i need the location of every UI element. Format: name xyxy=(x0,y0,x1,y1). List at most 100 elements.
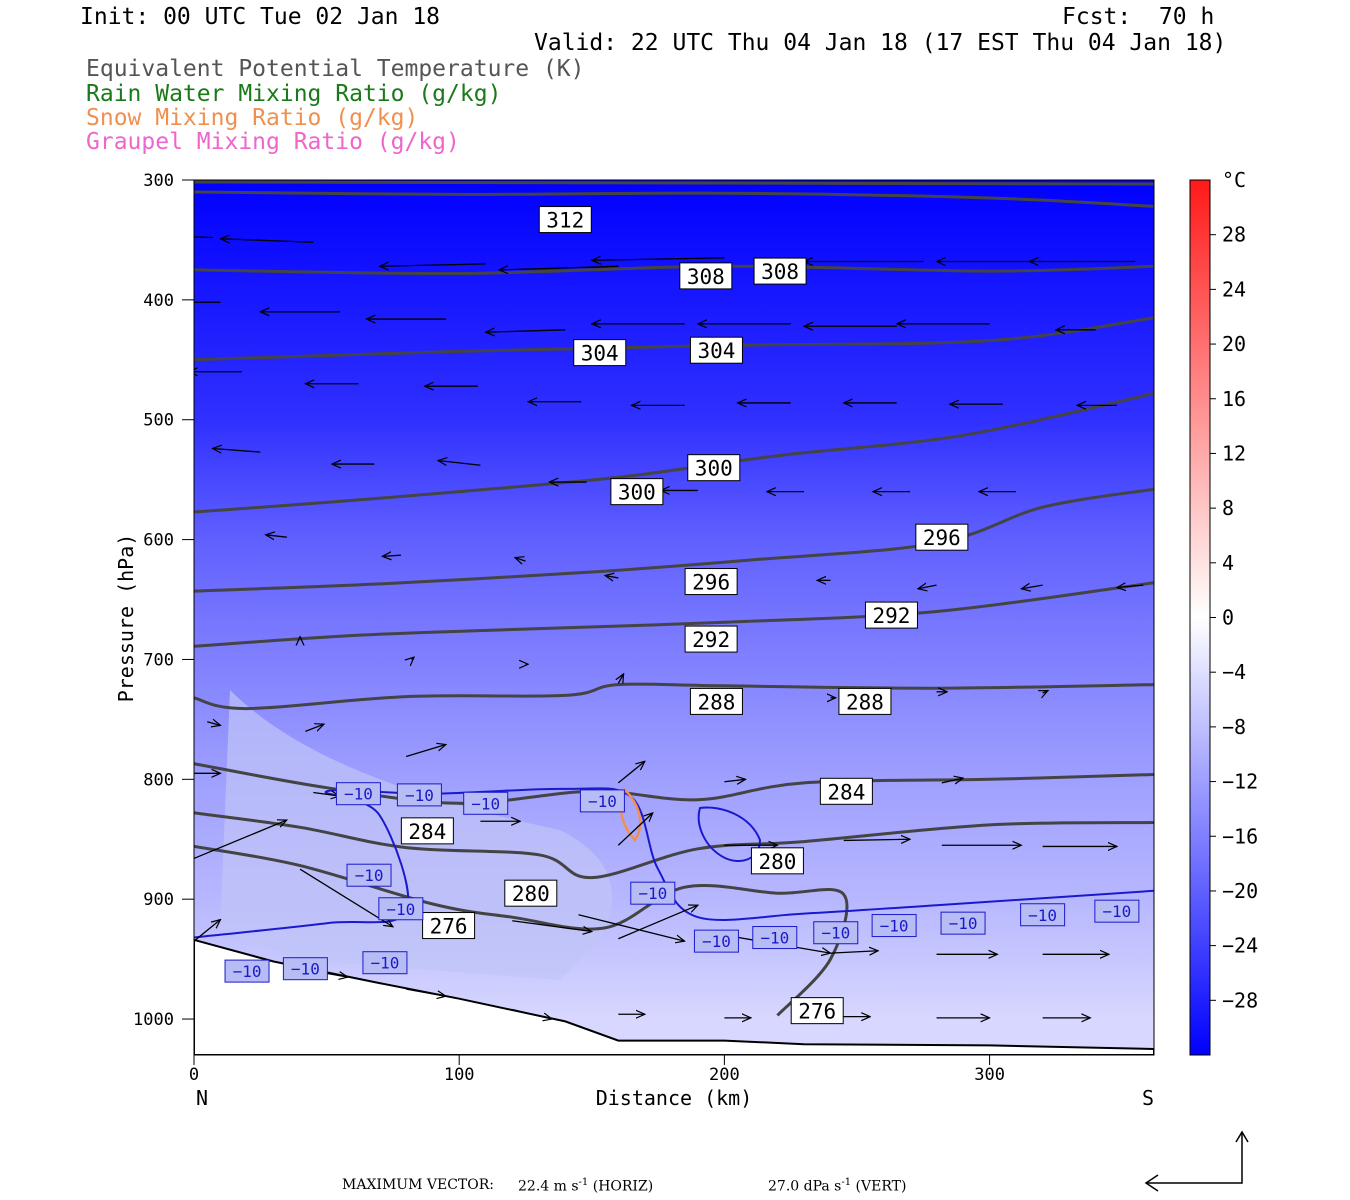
temperature-colorbar: °C 28 24 20 16 12 8 4 0 −4 −8 −12 −16 −20 −24 −28 xyxy=(1189,168,1258,1056)
wind-vector xyxy=(512,920,592,932)
y-axis-label: Pressure (hPa) xyxy=(114,534,138,703)
init-time: Init: 00 UTC Tue 02 Jan 18 xyxy=(80,4,441,30)
wind-vector xyxy=(617,761,645,784)
svg-text:−10: −10 xyxy=(233,962,262,981)
svg-text:−10: −10 xyxy=(949,914,978,933)
y-tick-label: 600 xyxy=(143,531,174,551)
y-tick-label: 700 xyxy=(143,650,174,670)
wind-vector xyxy=(617,813,652,846)
wind-vector xyxy=(194,820,287,860)
colorbar-tick-label: −16 xyxy=(1222,824,1258,848)
thetae-contour-label: 276 xyxy=(422,912,476,940)
svg-text:−10: −10 xyxy=(1028,906,1057,925)
wind-vector xyxy=(266,535,287,537)
max-vector-vert: 27.0 dPa s-1 (VERT) xyxy=(768,1177,907,1195)
thetae-contour-label: 284 xyxy=(819,777,873,805)
wind-vector xyxy=(213,448,261,452)
temperature-contour-label: −10 xyxy=(871,914,917,938)
colorbar-tick-label: 4 xyxy=(1222,551,1234,575)
thetae-contour-label: 292 xyxy=(684,625,738,653)
y-tick-label: 1000 xyxy=(133,1010,174,1030)
svg-text:292: 292 xyxy=(692,628,730,652)
cold-pocket-contour xyxy=(697,806,762,862)
svg-text:−10: −10 xyxy=(291,960,320,979)
x-left-end-label: N xyxy=(196,1086,208,1110)
x-right-end-label: S xyxy=(1142,1086,1154,1110)
wind-vector xyxy=(724,779,745,781)
thetae-contour-label: 308 xyxy=(679,262,733,290)
wind-vector xyxy=(515,558,526,562)
svg-text:−10: −10 xyxy=(880,917,909,936)
svg-text:−10: −10 xyxy=(386,900,415,919)
colorbar-tick-label: 24 xyxy=(1222,277,1246,301)
svg-text:304: 304 xyxy=(697,339,735,363)
wind-vector xyxy=(382,555,401,556)
colorbar-tick-label: −28 xyxy=(1222,988,1258,1012)
wind-vector xyxy=(592,258,725,260)
thetae-contour-label: 312 xyxy=(538,206,592,234)
thetae-contour-label: 296 xyxy=(684,568,738,596)
colorbar-tick-label: 12 xyxy=(1222,441,1246,465)
colorbar-tick-label: 8 xyxy=(1222,496,1234,520)
thetae-contour-label: 300 xyxy=(610,478,664,506)
thetae-contour-296 xyxy=(194,487,1154,593)
wind-vector xyxy=(618,905,698,940)
wind-vector xyxy=(438,460,481,465)
colorbar-tick-label: 0 xyxy=(1222,606,1234,630)
svg-text:296: 296 xyxy=(692,571,730,595)
wind-vector xyxy=(405,745,446,758)
temperature-contour-label: −10 xyxy=(282,957,328,981)
wind-vector xyxy=(830,951,878,953)
colorbar-tick-label: 20 xyxy=(1222,332,1246,356)
temperature-contour-label: −10 xyxy=(378,897,424,921)
temperature-contour-label: −10 xyxy=(463,791,509,815)
reference-vector-icon xyxy=(1144,1130,1249,1192)
svg-text:300: 300 xyxy=(618,481,656,505)
colorbar-tick-label: 28 xyxy=(1222,223,1246,247)
thetae-contour-label: 284 xyxy=(400,817,454,845)
wind-vector xyxy=(843,839,910,840)
y-tick-label: 400 xyxy=(143,291,174,311)
thetae-contour-label: 288 xyxy=(838,687,892,715)
valid-time: Valid: 22 UTC Thu 04 Jan 18 (17 EST Thu … xyxy=(534,30,1227,56)
y-tick-label: 500 xyxy=(143,411,174,431)
thetae-contour-label: 300 xyxy=(687,454,741,482)
x-tick-label: 200 xyxy=(709,1065,740,1085)
colorbar-unit: °C xyxy=(1222,168,1246,192)
wind-vector xyxy=(578,914,685,941)
svg-text:−10: −10 xyxy=(405,786,434,805)
wind-vector xyxy=(313,793,340,797)
thetae-top-line xyxy=(194,180,1154,186)
svg-text:292: 292 xyxy=(872,604,910,628)
x-tick-label: 300 xyxy=(974,1065,1005,1085)
wind-vector xyxy=(411,657,414,659)
svg-text:−10: −10 xyxy=(1102,902,1131,921)
temperature-contour-label: −10 xyxy=(346,863,392,887)
temperature-contour-label: −10 xyxy=(693,929,739,953)
wind-vector xyxy=(512,1008,552,1019)
y-axis: 300 400 500 600 700 800 900 1000 xyxy=(133,171,194,1030)
svg-text:−10: −10 xyxy=(760,929,789,948)
svg-text:−10: −10 xyxy=(370,954,399,973)
terrain xyxy=(194,938,1154,1055)
thetae-contour-280 xyxy=(194,811,1154,880)
thetae-contour-label: 304 xyxy=(573,339,627,367)
svg-text:−10: −10 xyxy=(821,924,850,943)
wind-vector xyxy=(941,778,963,783)
wind-vector xyxy=(605,576,619,578)
y-tick-label: 300 xyxy=(143,171,174,191)
x-tick-label: 100 xyxy=(444,1065,475,1085)
thetae-contour-288 xyxy=(194,682,1154,711)
svg-text:296: 296 xyxy=(923,526,961,550)
wind-vector xyxy=(486,330,566,332)
wind-vector xyxy=(221,239,314,243)
wind-vector xyxy=(194,920,221,942)
max-vector-label: MAXIMUM VECTOR: xyxy=(342,1177,494,1193)
temperature-contour-label: −10 xyxy=(752,926,798,950)
svg-text:312: 312 xyxy=(546,209,584,233)
svg-text:−10: −10 xyxy=(638,884,667,903)
wind-vector xyxy=(618,674,623,684)
thetae-contour-276 xyxy=(194,844,849,1017)
wind-vector xyxy=(499,266,619,270)
